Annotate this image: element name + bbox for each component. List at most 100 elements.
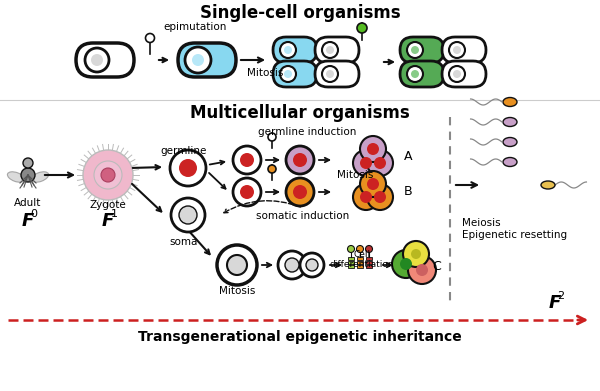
Circle shape xyxy=(360,136,386,162)
Circle shape xyxy=(227,255,247,275)
Circle shape xyxy=(94,161,122,189)
Text: Zygote: Zygote xyxy=(89,200,127,210)
Circle shape xyxy=(400,258,412,270)
Circle shape xyxy=(356,246,364,253)
FancyBboxPatch shape xyxy=(442,37,486,63)
Ellipse shape xyxy=(503,97,517,106)
Circle shape xyxy=(347,246,355,253)
FancyBboxPatch shape xyxy=(400,61,444,87)
Text: 2: 2 xyxy=(557,291,565,301)
Circle shape xyxy=(453,70,461,78)
Circle shape xyxy=(407,42,423,58)
Text: A: A xyxy=(404,150,412,163)
Text: Meiosis
Epigenetic resetting: Meiosis Epigenetic resetting xyxy=(462,218,567,240)
Circle shape xyxy=(322,42,338,58)
Circle shape xyxy=(91,54,103,66)
Circle shape xyxy=(101,168,115,182)
Circle shape xyxy=(293,185,307,199)
Text: Mitosis: Mitosis xyxy=(337,170,373,180)
Circle shape xyxy=(268,133,276,141)
Ellipse shape xyxy=(503,158,517,167)
Circle shape xyxy=(453,46,461,54)
FancyBboxPatch shape xyxy=(178,43,236,77)
Circle shape xyxy=(286,178,314,206)
Circle shape xyxy=(233,178,261,206)
Circle shape xyxy=(233,146,261,174)
Circle shape xyxy=(286,146,314,174)
Circle shape xyxy=(240,185,254,199)
Text: F: F xyxy=(22,212,34,230)
FancyBboxPatch shape xyxy=(76,43,134,77)
Bar xyxy=(348,260,354,264)
Bar xyxy=(348,264,354,268)
Circle shape xyxy=(83,150,133,200)
Ellipse shape xyxy=(503,118,517,127)
Text: 0: 0 xyxy=(31,209,37,219)
Circle shape xyxy=(365,246,373,253)
Text: 1: 1 xyxy=(110,209,118,219)
Ellipse shape xyxy=(7,172,25,182)
FancyBboxPatch shape xyxy=(400,37,444,63)
Circle shape xyxy=(179,206,197,224)
Circle shape xyxy=(293,153,307,167)
Circle shape xyxy=(367,178,379,190)
Text: Adult: Adult xyxy=(14,198,41,208)
Circle shape xyxy=(280,66,296,82)
FancyBboxPatch shape xyxy=(315,37,359,63)
Circle shape xyxy=(268,165,276,173)
Circle shape xyxy=(284,70,292,78)
Circle shape xyxy=(411,249,421,259)
Circle shape xyxy=(240,153,254,167)
Circle shape xyxy=(326,70,334,78)
Bar xyxy=(366,264,372,268)
Text: germline: germline xyxy=(161,146,207,156)
Text: B: B xyxy=(404,185,412,198)
Text: epimutation: epimutation xyxy=(163,22,227,32)
FancyBboxPatch shape xyxy=(442,61,486,87)
Circle shape xyxy=(278,251,306,279)
Circle shape xyxy=(171,198,205,232)
Circle shape xyxy=(367,143,379,155)
Circle shape xyxy=(449,66,465,82)
Circle shape xyxy=(416,264,428,276)
Circle shape xyxy=(360,191,372,203)
Circle shape xyxy=(353,150,379,176)
Circle shape xyxy=(360,157,372,169)
Bar xyxy=(357,256,363,260)
Circle shape xyxy=(322,66,338,82)
Circle shape xyxy=(408,256,436,284)
Text: C: C xyxy=(433,260,442,273)
Circle shape xyxy=(357,23,367,33)
Ellipse shape xyxy=(31,172,49,182)
Bar xyxy=(366,256,372,260)
Circle shape xyxy=(217,245,257,285)
Text: soma: soma xyxy=(170,237,198,247)
Text: Mitosis: Mitosis xyxy=(219,286,255,296)
Circle shape xyxy=(360,171,386,197)
Text: Transgenerational epigenetic inheritance: Transgenerational epigenetic inheritance xyxy=(138,330,462,344)
Circle shape xyxy=(374,157,386,169)
Circle shape xyxy=(21,168,35,182)
FancyBboxPatch shape xyxy=(315,61,359,87)
Circle shape xyxy=(146,34,155,43)
Circle shape xyxy=(284,46,292,54)
Bar xyxy=(366,260,372,264)
Circle shape xyxy=(285,258,299,272)
Circle shape xyxy=(367,150,393,176)
Text: F: F xyxy=(549,294,561,312)
Text: germline induction: germline induction xyxy=(258,127,356,137)
Text: F: F xyxy=(102,212,114,230)
Bar xyxy=(357,264,363,268)
Circle shape xyxy=(353,184,379,210)
Circle shape xyxy=(374,191,386,203)
Circle shape xyxy=(403,241,429,267)
Circle shape xyxy=(170,150,206,186)
Circle shape xyxy=(392,250,420,278)
FancyBboxPatch shape xyxy=(273,37,317,63)
Text: Single-cell organisms: Single-cell organisms xyxy=(200,4,400,22)
Circle shape xyxy=(306,259,318,271)
Text: Mitosis: Mitosis xyxy=(247,68,283,78)
FancyBboxPatch shape xyxy=(273,61,317,87)
Circle shape xyxy=(300,253,324,277)
Text: Cell
differentiation: Cell differentiation xyxy=(329,250,394,269)
